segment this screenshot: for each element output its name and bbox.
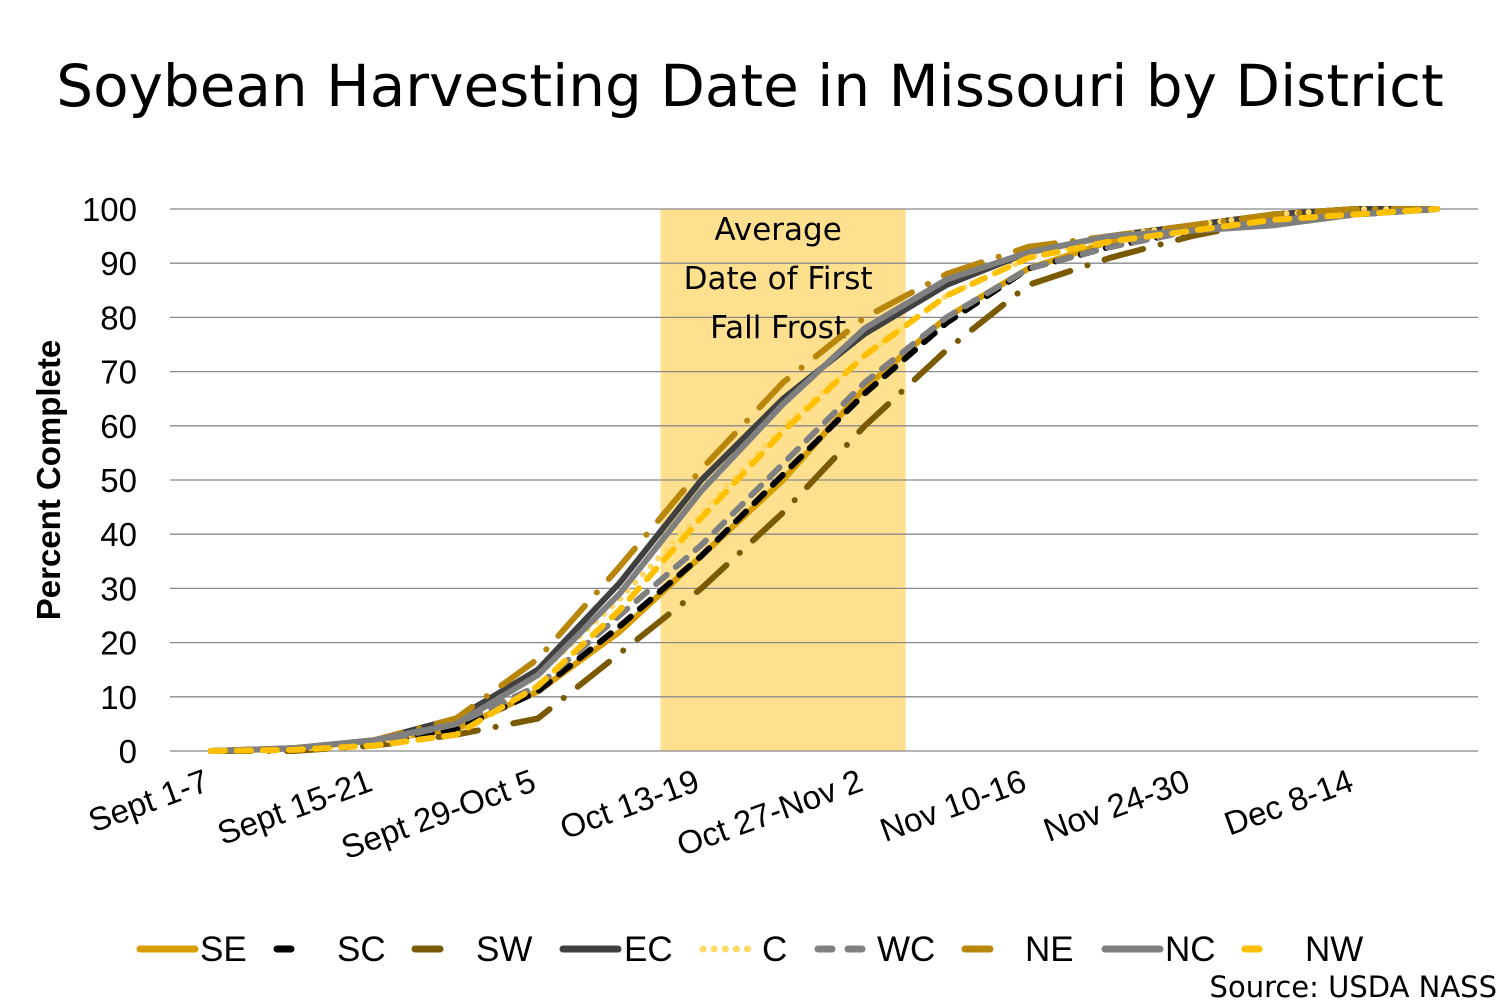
x-tick-label: Dec 8-14: [1219, 762, 1357, 843]
y-tick-label: 80: [100, 299, 137, 336]
frost-annotation-line: Date of First: [684, 261, 873, 297]
gridlines: [170, 208, 1478, 752]
legend-label-c: C: [762, 930, 787, 969]
y-tick-label: 90: [100, 245, 137, 282]
series-line-nw: [207, 206, 1441, 754]
y-tick-label: 40: [100, 516, 137, 553]
y-tick-label: 30: [100, 570, 137, 607]
legend-label-se: SE: [200, 930, 247, 969]
x-tick-label: Oct 27-Nov 2: [672, 762, 867, 863]
x-tick-label: Sept 1-7: [83, 762, 213, 839]
legend-label-sc: SC: [337, 930, 386, 969]
frost-annotation: Average Date of First Fall Frost: [684, 212, 873, 346]
y-axis-ticks: 0 10 20 30 40 50 60 70 80 90 100: [82, 191, 137, 770]
y-tick-label: 60: [100, 408, 137, 445]
series-lines: [207, 206, 1441, 754]
y-tick-label: 20: [100, 625, 137, 662]
series-line-ne: [207, 206, 1441, 754]
legend-label-ne: NE: [1025, 930, 1074, 969]
legend: SE SC SW EC C WC NE NC NW: [136, 930, 1363, 969]
frost-annotation-line: Average: [714, 212, 841, 248]
y-axis-label: Percent Complete: [30, 340, 67, 621]
y-tick-label: 100: [82, 191, 137, 228]
y-tick-label: 0: [119, 733, 137, 770]
y-tick-label: 70: [100, 354, 137, 391]
frost-annotation-line: Fall Frost: [710, 310, 846, 346]
source-note: Source: USDA NASS: [1210, 970, 1497, 1000]
legend-label-wc: WC: [877, 930, 935, 969]
x-tick-label: Nov 24-30: [1039, 762, 1195, 849]
legend-label-sw: SW: [476, 930, 532, 969]
y-tick-label: 50: [100, 462, 137, 499]
x-tick-label: Nov 10-16: [875, 762, 1031, 849]
y-tick-label: 10: [100, 679, 137, 716]
chart-title: Soybean Harvesting Date in Missouri by D…: [56, 52, 1443, 120]
legend-label-nw: NW: [1305, 930, 1363, 969]
legend-label-nc: NC: [1165, 930, 1216, 969]
legend-label-ec: EC: [624, 930, 673, 969]
